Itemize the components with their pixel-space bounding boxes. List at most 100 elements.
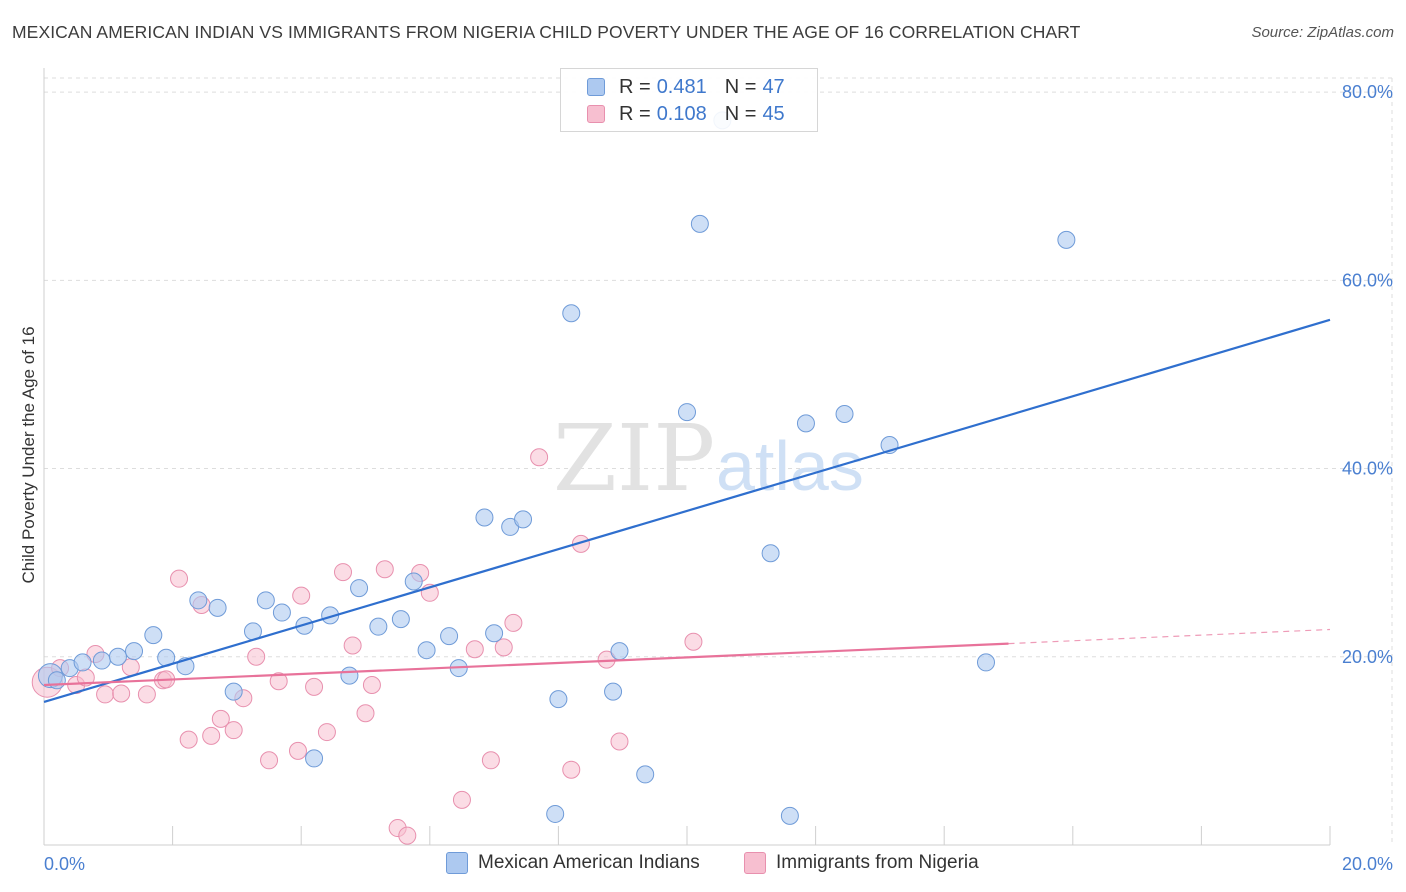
mexican-point xyxy=(369,617,388,636)
mexican-point xyxy=(546,804,565,823)
mexican-point xyxy=(604,682,623,701)
series-mexican-points xyxy=(37,111,1076,825)
nigeria-point xyxy=(202,726,221,745)
nigeria-point xyxy=(292,586,311,605)
nigeria-point xyxy=(375,560,394,579)
nigeria-point xyxy=(317,723,336,742)
y-tick-label: 60.0% xyxy=(1342,270,1393,290)
series-legend: Mexican American Indians Immigrants from… xyxy=(0,852,1406,878)
watermark-zip: ZIP xyxy=(553,405,715,512)
nigeria-point xyxy=(610,732,629,751)
mexican-point xyxy=(391,610,410,629)
mexican-point xyxy=(549,690,568,709)
nigeria-point xyxy=(333,563,352,582)
trend-lines xyxy=(43,318,1331,704)
y-tick-label: 80.0% xyxy=(1342,82,1393,102)
legend-n-value: 45 xyxy=(762,102,785,125)
mexican-point xyxy=(796,414,815,433)
mexican-point xyxy=(761,544,780,563)
mexican-point xyxy=(189,591,208,610)
legend-label-nigeria: Immigrants from Nigeria xyxy=(776,852,979,873)
mexican-point xyxy=(350,579,369,598)
mexican-point xyxy=(485,624,504,643)
mexican-point xyxy=(144,626,163,645)
nigeria-point xyxy=(224,721,243,740)
axes xyxy=(43,68,1331,846)
nigeria-point xyxy=(452,790,471,809)
legend-r-label: R = xyxy=(619,75,651,98)
nigeria-point xyxy=(96,685,115,704)
legend-n-label: N = xyxy=(724,75,757,98)
mexican-point xyxy=(125,642,144,661)
mexican-point xyxy=(636,765,655,784)
mexican-point xyxy=(835,404,854,423)
nigeria-point xyxy=(343,636,362,655)
legend-r-value: 0.481 xyxy=(656,75,707,98)
legend-swatch-nigeria xyxy=(744,852,766,874)
legend-row-nigeria: R = 0.108 N = 45 xyxy=(587,101,785,127)
nigeria-point xyxy=(260,751,279,770)
y-tick-label: 20.0% xyxy=(1342,647,1393,667)
x-tick-label: 20.0% xyxy=(1342,854,1393,874)
legend-item-nigeria[interactable]: Immigrants from Nigeria xyxy=(744,852,979,874)
nigeria-point xyxy=(530,448,549,467)
mexican-point xyxy=(305,749,324,768)
mexican-point xyxy=(562,304,581,323)
nigeria-point xyxy=(684,632,703,651)
mexican-point xyxy=(108,647,127,666)
chart-title: MEXICAN AMERICAN INDIAN VS IMMIGRANTS FR… xyxy=(12,22,1081,42)
legend-row-mexican: R = 0.481 N = 47 xyxy=(587,74,785,100)
legend-n-label: N = xyxy=(724,102,757,125)
source-label: Source: ZipAtlas.com xyxy=(1251,24,1394,41)
mexican-point xyxy=(514,510,533,529)
mexican-point xyxy=(272,603,291,622)
legend-r-label: R = xyxy=(619,102,651,125)
legend-label-mexican: Mexican American Indians xyxy=(478,852,700,873)
legend-item-mexican[interactable]: Mexican American Indians xyxy=(446,852,700,874)
watermark: ZIP atlas xyxy=(553,405,864,512)
nigeria-point xyxy=(112,684,131,703)
mexican-point xyxy=(475,508,494,527)
legend-r-value: 0.108 xyxy=(656,102,707,125)
legend-swatch-mexican xyxy=(587,78,605,96)
mexican-point xyxy=(690,214,709,233)
mexican-point xyxy=(417,641,436,660)
nigeria-point xyxy=(247,647,266,666)
nigeria-point xyxy=(362,676,381,695)
nigeria-point xyxy=(494,638,513,657)
mexican-point xyxy=(1057,230,1076,249)
legend-n-value: 47 xyxy=(762,75,785,98)
nigeria-point xyxy=(211,709,230,728)
mexican-point xyxy=(47,671,66,690)
nigeria-point xyxy=(356,704,375,723)
nigeria-point xyxy=(269,672,288,691)
mexican-point xyxy=(224,682,243,701)
y-tick-label: 40.0% xyxy=(1342,459,1393,479)
nigeria-point xyxy=(481,751,500,770)
mexican-point xyxy=(678,403,696,422)
mexican-point xyxy=(73,653,92,672)
mexican-trend-line xyxy=(43,318,1331,704)
nigeria-point xyxy=(562,760,581,779)
mexican-point xyxy=(256,591,275,610)
mexican-point xyxy=(92,651,111,670)
legend-swatch-mexican xyxy=(446,852,468,874)
x-tick-labels: 0.0% 20.0% xyxy=(44,854,1393,874)
nigeria-point xyxy=(504,613,523,632)
y-tick-labels: 20.0% 40.0% 60.0% 80.0% xyxy=(1342,82,1393,667)
mexican-point xyxy=(404,572,423,591)
mexican-point xyxy=(340,666,359,685)
y-axis-label: Child Poverty Under the Age of 16 xyxy=(19,326,38,583)
nigeria-point xyxy=(305,677,324,696)
mexican-point xyxy=(610,642,629,661)
nigeria-point xyxy=(170,569,189,588)
mexican-point xyxy=(976,653,995,672)
mexican-point xyxy=(780,806,799,825)
nigeria-point xyxy=(137,685,156,704)
x-tick-label: 0.0% xyxy=(44,854,85,874)
mexican-point xyxy=(440,627,459,646)
stats-legend: R = 0.481 N = 47 R = 0.108 N = 45 xyxy=(560,68,818,132)
legend-swatch-nigeria xyxy=(587,105,605,123)
mexican-point xyxy=(208,598,227,617)
